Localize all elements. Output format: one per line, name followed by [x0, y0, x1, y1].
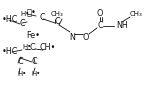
- Text: C: C: [17, 57, 23, 66]
- Text: C: C: [54, 17, 60, 26]
- Text: C: C: [39, 13, 45, 22]
- Text: C: C: [97, 20, 103, 29]
- Text: •HC: •HC: [2, 47, 18, 56]
- Text: C: C: [19, 19, 25, 27]
- Text: CH₃: CH₃: [51, 11, 63, 17]
- Text: C: C: [30, 43, 36, 52]
- Text: Fe•: Fe•: [26, 31, 40, 40]
- Text: H•: H•: [22, 44, 31, 50]
- Text: O: O: [83, 33, 89, 43]
- Text: H•: H•: [31, 71, 40, 77]
- Text: O: O: [97, 8, 103, 17]
- Text: •HC: •HC: [2, 15, 18, 24]
- Text: CH•: CH•: [40, 43, 56, 52]
- Text: NH: NH: [116, 20, 128, 29]
- Text: H•: H•: [20, 11, 29, 17]
- Text: CH₃: CH₃: [130, 11, 143, 17]
- Text: N: N: [69, 33, 75, 43]
- Text: H•: H•: [17, 71, 26, 77]
- Text: C: C: [31, 57, 37, 66]
- Text: ⓢ•: ⓢ•: [27, 8, 37, 17]
